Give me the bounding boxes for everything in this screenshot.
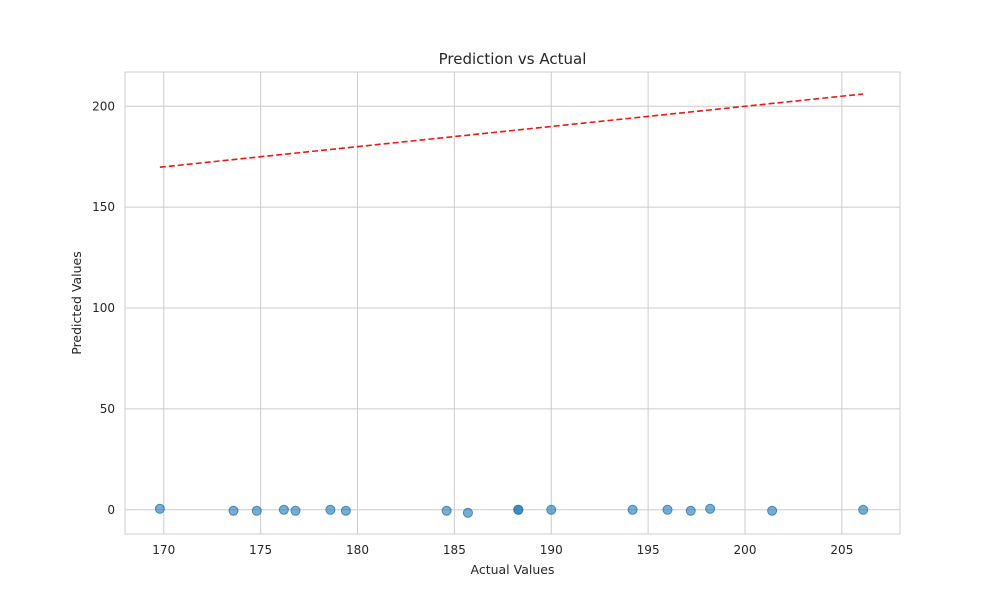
y-tick-label: 200 <box>92 99 115 113</box>
data-point <box>858 504 869 515</box>
y-axis-label: Predicted Values <box>69 251 84 355</box>
chart-title: Prediction vs Actual <box>439 50 587 68</box>
data-point <box>767 505 778 516</box>
data-point <box>228 505 239 516</box>
x-axis-label: Actual Values <box>471 562 555 577</box>
data-points <box>154 503 869 518</box>
grid <box>125 72 900 534</box>
x-tick-label: 190 <box>540 543 563 557</box>
data-point <box>441 505 452 516</box>
data-point <box>290 505 301 516</box>
y-tick-label: 0 <box>107 503 115 517</box>
y-tick-label: 150 <box>92 200 115 214</box>
data-point <box>251 505 262 516</box>
plot-frame <box>124 71 901 535</box>
x-tick-label: 200 <box>734 543 757 557</box>
x-tick-label: 195 <box>637 543 660 557</box>
data-point <box>546 504 557 515</box>
x-tick-label: 205 <box>830 543 853 557</box>
data-point <box>325 504 336 515</box>
data-point <box>462 507 473 518</box>
x-tick-label: 170 <box>152 543 175 557</box>
data-point <box>662 504 673 515</box>
x-tick-label: 180 <box>346 543 369 557</box>
x-axis-ticks: 170 175 180 185 190 195 200 205 <box>152 543 853 557</box>
data-point <box>278 504 289 515</box>
reference-line <box>159 93 864 169</box>
x-tick-label: 175 <box>249 543 272 557</box>
data-point <box>705 503 716 514</box>
data-point <box>513 504 524 515</box>
data-point <box>685 505 696 516</box>
data-point <box>340 505 351 516</box>
y-axis-ticks: 0 50 100 150 200 <box>92 99 115 516</box>
y-tick-label: 50 <box>100 402 115 416</box>
data-point <box>154 503 165 514</box>
x-tick-label: 185 <box>443 543 466 557</box>
data-point <box>627 504 638 515</box>
y-tick-label: 100 <box>92 301 115 315</box>
